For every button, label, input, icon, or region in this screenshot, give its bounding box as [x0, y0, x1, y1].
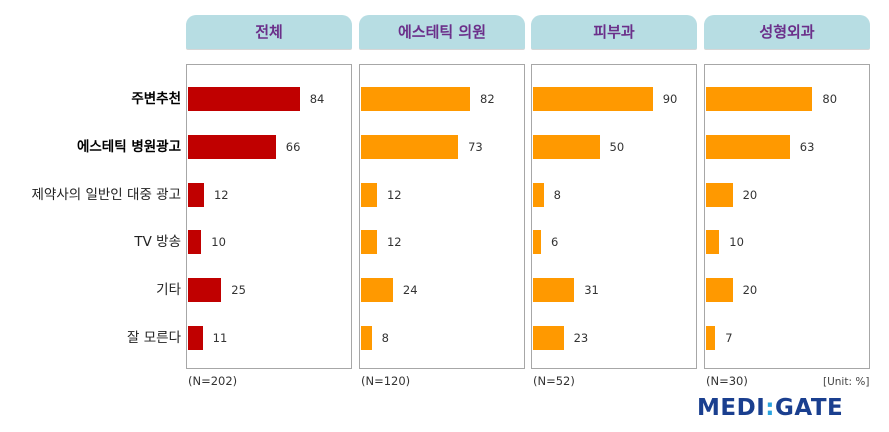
data-label: 63 — [799, 140, 815, 154]
medigate-logo: MEDI:GATE — [697, 393, 843, 423]
bar — [533, 87, 653, 111]
bar — [188, 278, 222, 302]
panel-plot-area — [704, 64, 870, 369]
data-label: 12 — [386, 235, 402, 249]
logo-separator: : — [765, 395, 775, 421]
data-label: 73 — [468, 140, 483, 154]
bar — [533, 183, 544, 207]
panel-plot-area — [531, 64, 697, 369]
category-label: 에스테틱 병원광고 — [76, 139, 181, 155]
panel-title: 에스테틱 의원 — [359, 15, 525, 49]
data-label: 82 — [480, 92, 495, 106]
unit-label: [Unit: %] — [823, 376, 870, 388]
sample-size-label: (N=120) — [361, 374, 411, 388]
data-label: 12 — [213, 188, 229, 202]
bar — [533, 230, 541, 254]
data-label: 80 — [822, 92, 838, 106]
data-label: 25 — [231, 283, 246, 297]
data-label: 11 — [212, 331, 228, 345]
data-label: 50 — [609, 140, 625, 154]
sample-size-label: (N=30) — [706, 374, 748, 388]
bar — [706, 230, 720, 254]
bar — [361, 326, 372, 350]
bar — [706, 87, 813, 111]
bar — [361, 135, 459, 159]
data-label: 8 — [553, 188, 561, 202]
category-label: TV 방송 — [134, 234, 181, 250]
data-label: 12 — [386, 188, 402, 202]
data-label: 24 — [402, 283, 418, 297]
bar — [533, 278, 575, 302]
logo-text-right: GATE — [774, 395, 844, 421]
bar — [188, 87, 300, 111]
data-label: 10 — [729, 235, 744, 249]
panel-title: 피부과 — [531, 15, 697, 49]
data-label: 84 — [309, 92, 325, 106]
bar — [533, 135, 600, 159]
bar — [361, 87, 471, 111]
data-label: 31 — [584, 283, 599, 297]
bar — [188, 230, 202, 254]
bar — [361, 230, 377, 254]
bar — [361, 278, 393, 302]
bar — [706, 135, 790, 159]
panel-plot-area — [359, 64, 525, 369]
data-label: 20 — [742, 283, 758, 297]
sample-size-label: (N=52) — [533, 374, 575, 388]
data-label: 66 — [285, 140, 301, 154]
bar — [706, 326, 716, 350]
data-label: 10 — [211, 235, 226, 249]
data-label: 90 — [662, 92, 678, 106]
category-label: 제약사의 일반인 대중 광고 — [31, 187, 182, 203]
bar — [361, 183, 377, 207]
data-label: 23 — [573, 331, 589, 345]
panel-title: 성형외과 — [704, 15, 870, 49]
sample-size-label: (N=202) — [188, 374, 238, 388]
bar — [706, 278, 733, 302]
data-label: 8 — [381, 331, 389, 345]
bar — [533, 326, 564, 350]
category-label: 잘 모른다 — [127, 330, 181, 346]
data-label: 20 — [742, 188, 758, 202]
panel-plot-area — [186, 64, 352, 369]
category-label: 주변추천 — [131, 91, 181, 107]
bar — [188, 135, 276, 159]
data-label: 6 — [550, 235, 559, 249]
logo-text-left: MEDI — [697, 395, 766, 421]
bar — [188, 183, 204, 207]
data-label: 7 — [725, 331, 733, 345]
bar — [188, 326, 203, 350]
category-label: 기타 — [156, 282, 181, 298]
bar — [706, 183, 733, 207]
panel-title: 전체 — [186, 15, 352, 49]
